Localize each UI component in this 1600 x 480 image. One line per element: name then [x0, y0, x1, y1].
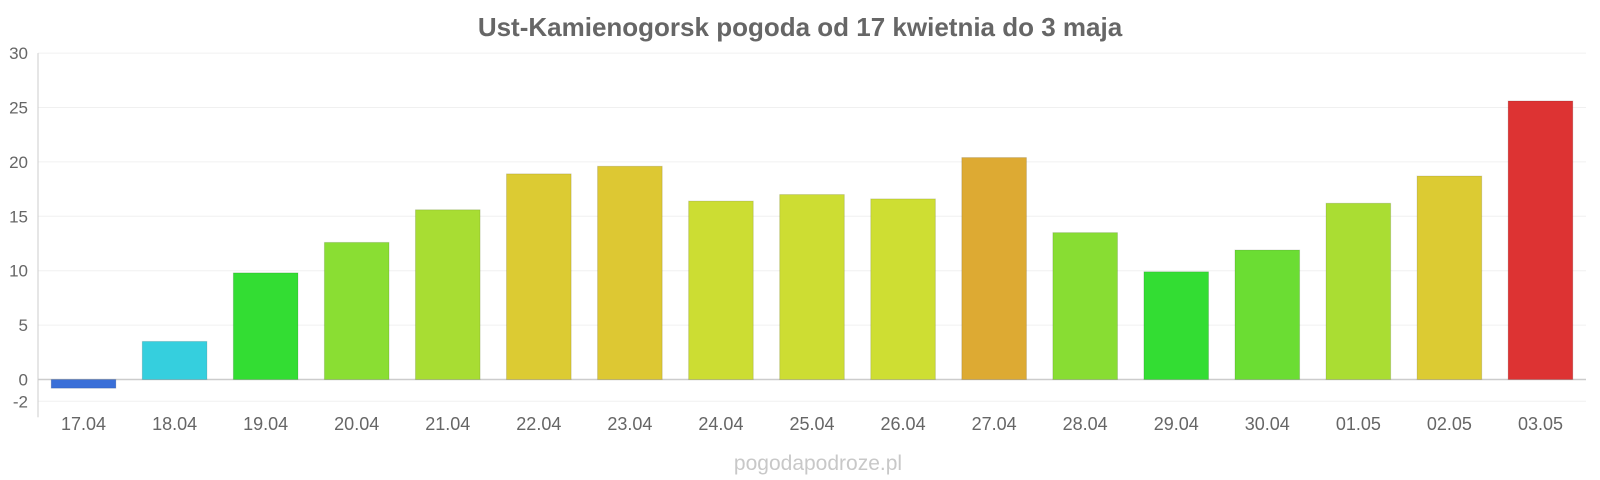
y-tick-label: 0: [19, 371, 28, 390]
x-tick-label: 28.04: [1063, 414, 1108, 434]
bar: [779, 194, 845, 380]
bar: [597, 165, 663, 380]
x-tick-label: 23.04: [607, 414, 652, 434]
y-tick-label: 30: [9, 44, 28, 63]
bar: [141, 340, 208, 381]
x-tick-label: 02.05: [1427, 414, 1472, 434]
bar: [414, 209, 481, 380]
bar: [1052, 232, 1119, 380]
x-tick-label: 22.04: [516, 414, 561, 434]
x-tick-label: 25.04: [789, 414, 834, 434]
bar: [1143, 271, 1210, 380]
chart-title: Ust-Kamienogorsk pogoda od 17 kwietnia d…: [478, 12, 1123, 42]
y-axis-ticks: -2 0 5 10 15 20 25 30: [9, 44, 28, 411]
bar: [1507, 100, 1574, 381]
y-tick-label: 10: [9, 262, 28, 281]
bar: [232, 272, 299, 381]
x-axis-ticks: 17.04 18.04 19.04 20.04 21.04 22.04 23.04 24.04…: [61, 414, 1563, 434]
bar: [688, 200, 754, 380]
x-tick-label: 24.04: [698, 414, 743, 434]
x-tick-label: 26.04: [881, 414, 926, 434]
y-tick-label: -2: [13, 392, 28, 411]
y-tick-label: 20: [9, 153, 28, 172]
bar: [1234, 249, 1301, 380]
x-tick-label: 17.04: [61, 414, 106, 434]
x-tick-label: 21.04: [425, 414, 470, 434]
x-tick-label: 01.05: [1336, 414, 1381, 434]
watermark: pogodapodroze.pl: [734, 452, 902, 475]
x-tick-label: 19.04: [243, 414, 288, 434]
bar: [870, 198, 936, 380]
bars: [50, 100, 1574, 389]
y-tick-label: 25: [9, 99, 28, 118]
y-tick-label: 5: [19, 316, 28, 335]
x-tick-label: 30.04: [1245, 414, 1290, 434]
x-tick-label: 27.04: [972, 414, 1017, 434]
x-tick-label: 03.05: [1518, 414, 1563, 434]
bar: [50, 379, 117, 389]
bar: [1416, 175, 1483, 380]
bar: [1325, 202, 1392, 380]
bar: [961, 157, 1027, 380]
x-tick-label: 18.04: [152, 414, 197, 434]
x-tick-label: 29.04: [1154, 414, 1199, 434]
y-tick-label: 15: [9, 207, 28, 226]
bar: [323, 241, 390, 380]
x-tick-label: 20.04: [334, 414, 379, 434]
bar: [505, 173, 572, 380]
